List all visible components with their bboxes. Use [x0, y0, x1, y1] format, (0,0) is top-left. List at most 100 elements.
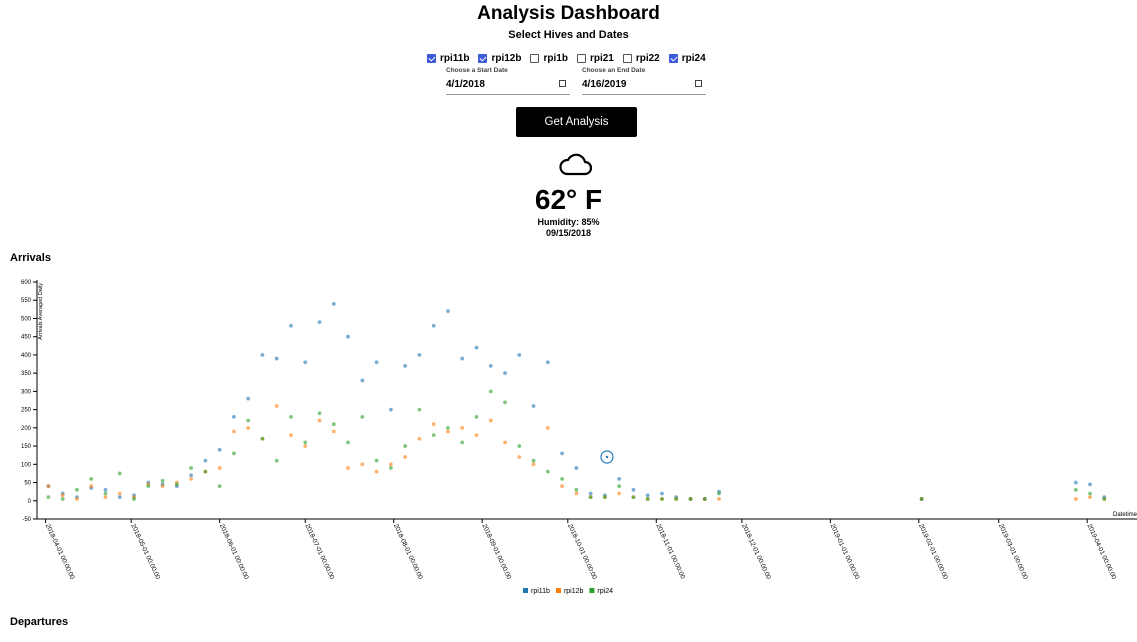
- field-value: 4/16/2019: [582, 79, 627, 90]
- end-date-field[interactable]: Choose an End Date 4/16/2019: [582, 66, 706, 95]
- y-tick-label: 300: [21, 389, 32, 395]
- calendar-icon[interactable]: [559, 80, 566, 87]
- hive-checkbox[interactable]: rpi22: [622, 53, 660, 64]
- page-title: Analysis Dashboard: [477, 3, 660, 24]
- humidity: Humidity: 85%: [537, 217, 600, 227]
- point: [660, 497, 664, 501]
- point: [146, 484, 151, 489]
- x-tick-label: 2018-10-01 00:00:00: [566, 523, 598, 581]
- point: [545, 469, 550, 474]
- point: [174, 482, 179, 487]
- point: [1102, 497, 1107, 501]
- hive-checkbox[interactable]: rpi1b: [530, 53, 568, 64]
- point: [417, 353, 422, 357]
- point: [246, 418, 251, 423]
- point: [488, 418, 493, 423]
- point: [103, 495, 108, 500]
- point: [117, 491, 122, 496]
- point: [617, 491, 622, 496]
- point: [474, 415, 479, 419]
- point: [574, 491, 579, 496]
- point: [203, 469, 208, 474]
- checkbox-label: rpi21: [589, 53, 614, 64]
- point: [132, 497, 136, 501]
- point: [374, 469, 379, 474]
- point: [460, 425, 465, 430]
- point: [588, 491, 593, 496]
- x-tick-label: 2018-12-01 00:00:00: [740, 523, 772, 581]
- hive-checkbox[interactable]: rpi12b: [478, 53, 521, 64]
- point: [1088, 482, 1092, 487]
- point: [160, 484, 165, 489]
- point: [545, 425, 550, 430]
- calendar-icon[interactable]: [695, 80, 702, 87]
- hive-selector: rpi11b rpi12b rpi1b rpi21 rpi22 rpi24: [427, 53, 706, 64]
- point: [360, 415, 365, 419]
- y-tick-label: 100: [21, 462, 32, 468]
- point: [46, 495, 51, 500]
- point: [717, 497, 721, 501]
- start-date-field[interactable]: Choose a Start Date 4/1/2018: [446, 66, 570, 95]
- checkbox[interactable]: [427, 54, 436, 63]
- get-analysis-button[interactable]: Get Analysis: [516, 107, 637, 137]
- point: [417, 436, 422, 441]
- point: [274, 458, 279, 463]
- point: [403, 455, 408, 459]
- point: [217, 484, 222, 489]
- x-tick-label: 2018-05-01 00:00:00: [129, 523, 161, 581]
- y-tick-label: 600: [21, 280, 32, 286]
- temperature: 62° F: [534, 184, 603, 215]
- hive-checkbox[interactable]: rpi24: [668, 53, 706, 64]
- y-tick-label: 400: [21, 353, 32, 359]
- checkbox-label: rpi24: [681, 53, 706, 64]
- checkbox[interactable]: [478, 54, 488, 63]
- hive-checkbox[interactable]: rpi11b: [427, 53, 469, 64]
- point: [688, 497, 693, 501]
- hive-checkbox[interactable]: rpi21: [576, 53, 614, 64]
- x-axis-label: Datetime: [1113, 512, 1137, 518]
- point: [232, 415, 236, 419]
- point: [560, 484, 564, 489]
- point: [260, 353, 265, 357]
- point: [303, 360, 308, 365]
- point: [488, 389, 493, 394]
- checkbox[interactable]: [668, 54, 678, 63]
- y-tick-label: 500: [21, 316, 32, 322]
- point: [331, 429, 336, 434]
- x-tick-label: 2019-01-01 00:00:00: [829, 523, 861, 581]
- point: [260, 436, 265, 441]
- checkbox[interactable]: [576, 54, 586, 63]
- y-tick-label: -50: [22, 517, 31, 523]
- arrivals-chart: -50 0 50 100 150 200 250 300 350 400 450 500 550 600 2…: [21, 280, 1137, 595]
- point: [517, 444, 522, 448]
- point: [303, 440, 308, 445]
- y-tick-label: 350: [21, 371, 32, 377]
- checkbox[interactable]: [622, 54, 632, 63]
- point: [189, 466, 194, 470]
- section-heading: Arrivals: [10, 252, 51, 264]
- legend-swatch: [589, 588, 595, 593]
- point: [232, 451, 236, 456]
- checkbox[interactable]: [530, 54, 540, 63]
- point: [374, 360, 379, 365]
- point: [503, 440, 507, 445]
- point: [89, 476, 94, 481]
- point: [1088, 491, 1092, 496]
- y-tick-label: 450: [21, 335, 32, 341]
- point: [346, 466, 350, 470]
- point: [89, 484, 94, 489]
- y-tick-label: 550: [21, 298, 32, 304]
- point: [560, 451, 564, 456]
- point: [531, 404, 536, 408]
- x-tick-label: 2018-04-01 00:00:00: [44, 523, 76, 581]
- point: [545, 360, 550, 365]
- point: [117, 495, 122, 500]
- cloud-icon: [559, 153, 593, 176]
- point: [417, 407, 422, 412]
- point: [46, 484, 51, 489]
- point: [603, 495, 607, 500]
- point: [431, 433, 436, 438]
- point: [103, 491, 108, 496]
- point: [645, 497, 650, 501]
- x-tick-label: 2018-08-01 00:00:00: [392, 523, 424, 581]
